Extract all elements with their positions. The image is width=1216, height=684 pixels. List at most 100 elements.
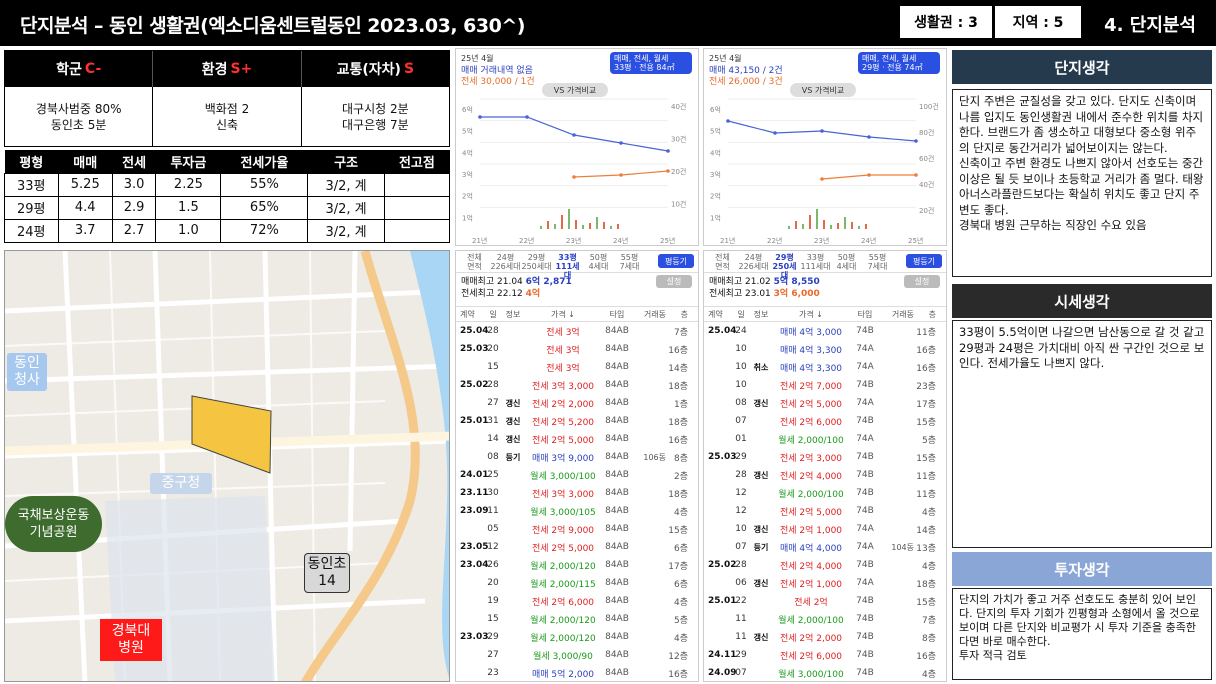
trade-cell: 84AB	[605, 470, 629, 480]
trade-row[interactable]: 11 갱신 전세 2억 2,000 74B 8층	[704, 628, 946, 646]
trade-row[interactable]: 06 갱신 전세 2억 1,000 74A 18층	[704, 574, 946, 592]
trade-col-header[interactable]: 타입	[609, 309, 625, 319]
trade-cell: 74A	[856, 434, 874, 444]
trade-row[interactable]: 10 전세 2억 7,000 74B 23층	[704, 376, 946, 394]
trade-col-header[interactable]: 가격 ↓	[799, 309, 823, 319]
trade-cell: 74B	[856, 650, 874, 660]
vs-compare-button[interactable]: VS 가격비교	[542, 83, 608, 97]
trade-col-header[interactable]: 일	[737, 309, 745, 319]
area-tab[interactable]: 전체 면적	[467, 253, 482, 271]
junggu-office-label: 중구청	[150, 473, 212, 494]
trade-row[interactable]: 10 취소 매매 4억 3,300 74A 16층	[704, 358, 946, 376]
trade-cell: 84AB	[605, 524, 629, 534]
trade-row[interactable]: 20 월세 2,000/115 84AB 6층	[456, 574, 698, 592]
trade-row[interactable]: 23.04 26 월세 2,000/120 84AB 17층	[456, 556, 698, 574]
trade-row[interactable]: 12 월세 2,000/100 74B 11층	[704, 484, 946, 502]
trade-row[interactable]: 25.02 28 전세 3억 3,000 84AB 18층	[456, 376, 698, 394]
trade-cell: 갱신	[505, 434, 521, 444]
volume-bar	[589, 223, 591, 229]
area-tab[interactable]: 50평 4세대	[588, 253, 609, 271]
trade-col-header[interactable]: 거래동	[891, 309, 914, 319]
trade-row[interactable]: 15 월세 2,000/120 84AB 5층	[456, 610, 698, 628]
area-tab[interactable]: 29평 250세대	[772, 253, 797, 280]
area-tab[interactable]: 24평 226세대	[738, 253, 769, 271]
trade-row[interactable]: 24.01 25 월세 3,000/100 84AB 2층	[456, 466, 698, 484]
trade-row[interactable]: 19 전세 2억 6,000 84AB 4층	[456, 592, 698, 610]
trade-col-header[interactable]: 층	[928, 309, 936, 319]
x-tick-label: 21년	[472, 236, 487, 245]
settings-button[interactable]: 설정	[656, 275, 692, 288]
trade-cell: 갱신	[753, 632, 769, 642]
trade-col-header[interactable]: 일	[489, 309, 497, 319]
trade-row[interactable]: 24.11 29 전세 2억 6,000 74B 16층	[704, 646, 946, 664]
area-tab[interactable]: 55평 7세대	[619, 253, 640, 271]
trade-row[interactable]: 12 전세 2억 5,000 74B 4층	[704, 502, 946, 520]
trade-row[interactable]: 07 전세 2억 6,000 74B 15층	[704, 412, 946, 430]
trade-row[interactable]: 14 갱신 전세 2억 5,000 84AB 16층	[456, 430, 698, 448]
trade-cell: 84AB	[605, 614, 629, 624]
trade-col-header[interactable]: 계약	[708, 309, 723, 319]
trade-row[interactable]: 25.04 24 매매 4억 3,000 74B 11층	[704, 322, 946, 340]
vs-compare-button[interactable]: VS 가격비교	[790, 83, 856, 97]
trade-col-header[interactable]: 가격 ↓	[551, 309, 575, 319]
area-tab[interactable]: 전체 면적	[715, 253, 730, 271]
trade-col-header[interactable]: 타입	[857, 309, 873, 319]
area-tab[interactable]: 33평 111세대	[800, 253, 831, 271]
area-tab[interactable]: 33평 111세대	[555, 253, 580, 280]
trade-cell: 18층	[668, 417, 688, 428]
trade-row[interactable]: 25.02 28 전세 2억 4,000 74B 4층	[704, 556, 946, 574]
region-badge: 지역 : 5	[995, 6, 1081, 38]
y-tick-label: 1억	[462, 214, 473, 222]
trade-row[interactable]: 05 전세 2억 9,000 84AB 15층	[456, 520, 698, 538]
trade-row[interactable]: 10 갱신 전세 2억 1,000 74A 14층	[704, 520, 946, 538]
trade-row[interactable]: 25.03 29 전세 2억 3,000 74B 15층	[704, 448, 946, 466]
registry-button[interactable]: 평등기	[906, 254, 942, 268]
trade-row[interactable]: 27 갱신 전세 2억 2,000 84AB 1층	[456, 394, 698, 412]
area-tab[interactable]: 29평 250세대	[521, 253, 552, 271]
trade-row[interactable]: 15 전세 3억 84AB 14층	[456, 358, 698, 376]
trade-col-header[interactable]: 층	[680, 309, 688, 319]
trade-row[interactable]: 23.03 29 월세 2,000/120 84AB 4층	[456, 628, 698, 646]
trade-cell: 월세 2,000/120	[530, 561, 596, 572]
trade-row[interactable]: 23.09 11 월세 3,000/105 84AB 4층	[456, 502, 698, 520]
trade-row[interactable]: 11 월세 2,000/100 74B 7층	[704, 610, 946, 628]
trade-cell: 18층	[916, 579, 936, 590]
trade-col-header[interactable]: 정보	[505, 309, 521, 319]
trade-cell: 30	[487, 488, 499, 498]
trade-cell: 4층	[921, 669, 936, 680]
trade-row[interactable]: 24.09 07 월세 3,000/100 74B 4층	[704, 664, 946, 681]
chart-filter-button[interactable]: 매매, 전세, 월세 33평 · 전용 84㎡	[610, 52, 692, 74]
trade-row[interactable]: 10 매매 4억 3,300 74A 16층	[704, 340, 946, 358]
trade-cell: 6층	[673, 543, 688, 554]
trade-row[interactable]: 23.11 30 전세 3억 3,000 84AB 18층	[456, 484, 698, 502]
trade-row[interactable]: 08 갱신 전세 2억 5,000 74A 17층	[704, 394, 946, 412]
settings-button[interactable]: 설정	[904, 275, 940, 288]
trade-row[interactable]: 01 월세 2,000/100 74A 5층	[704, 430, 946, 448]
trade-row[interactable]: 25.01 22 전세 2억 74B 15층	[704, 592, 946, 610]
trade-row[interactable]: 23 매매 5억 2,000 84AB 16층	[456, 664, 698, 681]
trade-col-header[interactable]: 정보	[753, 309, 769, 319]
trade-row[interactable]: 25.03 20 전세 3억 84AB 16층	[456, 340, 698, 358]
price-cell: 2.9	[111, 195, 157, 220]
area-tab[interactable]: 50평 4세대	[836, 253, 857, 271]
y2-tick-label: 80건	[919, 128, 934, 137]
trade-row[interactable]: 28 갱신 전세 2억 4,000 74B 11층	[704, 466, 946, 484]
chart-filter-button[interactable]: 매매, 전세, 월세 29평 · 전용 74㎡	[858, 52, 940, 74]
trade-row[interactable]: 25.04 28 전세 3억 84AB 7층	[456, 322, 698, 340]
registry-button[interactable]: 평등기	[658, 254, 694, 268]
trade-col-header[interactable]: 거래동	[643, 309, 666, 319]
trade-row[interactable]: 08 등기 매매 3억 9,000 84AB 106동 8층	[456, 448, 698, 466]
trade-row[interactable]: 27 월세 3,000/90 84AB 12층	[456, 646, 698, 664]
trade-cell: 74B	[856, 596, 874, 606]
trade-cell: 7층	[673, 327, 688, 338]
trade-col-header[interactable]: 계약	[460, 309, 475, 319]
location-map[interactable]: 동인 청사 중구청 국채보상운동 기념공원 동인초 14 경북대 병원	[4, 250, 450, 682]
trade-cell: 13층	[916, 543, 936, 554]
trade-cell: 전세 2억 1,000	[779, 579, 843, 590]
trade-row[interactable]: 07 등기 매매 4억 4,000 74A 104동 13층	[704, 538, 946, 556]
trade-row[interactable]: 25.01 31 갱신 전세 2억 5,200 84AB 18층	[456, 412, 698, 430]
map-graphic	[5, 251, 449, 681]
area-tab[interactable]: 24평 226세대	[490, 253, 521, 271]
trade-row[interactable]: 23.05 12 전세 2억 5,000 84AB 6층	[456, 538, 698, 556]
area-tab[interactable]: 55평 7세대	[867, 253, 888, 271]
